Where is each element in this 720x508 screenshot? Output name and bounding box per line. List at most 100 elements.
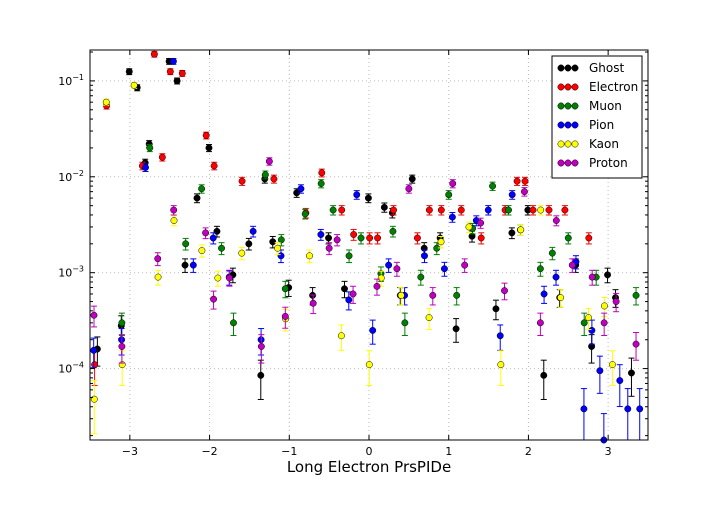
legend-marker	[571, 140, 579, 148]
data-point	[277, 252, 285, 260]
data-point	[182, 240, 190, 248]
data-point	[357, 234, 365, 242]
data-point	[508, 191, 516, 199]
legend-marker	[571, 159, 579, 167]
legend-marker	[557, 140, 565, 148]
data-point	[417, 273, 425, 281]
data-point	[102, 98, 110, 106]
data-point	[325, 234, 332, 242]
legend-label: Ghost	[589, 61, 624, 75]
legend-marker	[557, 102, 565, 110]
data-point	[309, 299, 317, 307]
data-point	[540, 290, 548, 298]
data-point	[632, 340, 640, 348]
data-point	[333, 236, 341, 244]
data-point	[377, 274, 385, 282]
data-point	[496, 332, 504, 340]
data-point	[249, 227, 257, 235]
data-point	[520, 188, 528, 196]
ticks-layer: −3 −2 −1 0 1 2 3 10−4 10−3 10−2 10−1	[58, 50, 648, 458]
legend-marker	[557, 121, 565, 129]
data-point	[337, 332, 345, 340]
data-point	[453, 291, 461, 299]
data-point	[210, 295, 218, 303]
data-point	[301, 210, 309, 218]
data-point	[181, 261, 189, 269]
data-point	[548, 249, 556, 257]
data-point	[209, 234, 217, 242]
data-point	[457, 206, 465, 214]
data-point	[281, 285, 289, 293]
data-point	[508, 229, 516, 237]
data-point	[497, 361, 505, 369]
data-point	[364, 194, 372, 202]
data-point	[529, 206, 537, 214]
legend-marker	[564, 102, 572, 110]
data-point	[329, 206, 337, 214]
legend-label: Kaon	[589, 137, 619, 151]
data-point	[306, 252, 313, 260]
data-point	[501, 287, 508, 295]
data-point	[601, 302, 608, 310]
data-point	[552, 217, 560, 224]
data-point	[536, 319, 544, 327]
data-point	[166, 68, 174, 76]
data-point	[205, 144, 213, 152]
legend-box	[551, 55, 643, 179]
data-point	[628, 369, 635, 377]
data-point	[218, 244, 225, 252]
data-point	[445, 191, 453, 199]
data-point	[261, 171, 269, 179]
data-point	[170, 217, 178, 224]
data-point	[393, 265, 401, 273]
data-point	[158, 153, 166, 161]
series-proton	[90, 157, 640, 364]
data-point	[341, 285, 348, 293]
data-point	[118, 343, 126, 350]
legend-marker	[571, 64, 579, 72]
data-point	[552, 273, 560, 281]
data-point	[484, 206, 492, 214]
data-point	[125, 68, 133, 76]
data-point	[437, 238, 445, 246]
x-tick-label: −3	[122, 445, 138, 458]
data-point	[580, 319, 588, 327]
legend-label: Pion	[589, 118, 614, 132]
data-point	[568, 261, 576, 269]
data-point	[277, 236, 285, 244]
data-point	[624, 405, 632, 413]
data-point	[325, 244, 333, 252]
legend-marker	[564, 140, 572, 148]
y-tick-label: 10−3	[58, 265, 84, 280]
data-point	[600, 319, 608, 327]
data-point	[517, 226, 525, 234]
legend-marker	[564, 64, 572, 72]
data-point	[366, 234, 374, 242]
data-point	[130, 81, 138, 89]
x-axis-label: Long Electron PrsPIDe	[287, 458, 451, 476]
data-point	[616, 377, 624, 385]
y-tick-label: 10−2	[58, 169, 84, 184]
data-point	[257, 343, 265, 350]
data-point	[425, 206, 433, 214]
data-point	[513, 177, 521, 185]
data-point	[265, 157, 273, 165]
data-point	[226, 274, 233, 282]
data-point	[338, 206, 346, 214]
data-point	[213, 227, 221, 235]
data-point	[353, 191, 361, 199]
legend-marker	[557, 64, 565, 72]
data-point	[385, 261, 393, 269]
legend-marker	[571, 121, 579, 129]
data-point	[540, 371, 548, 379]
data-point	[440, 265, 448, 273]
data-point	[214, 274, 222, 282]
legend-label: Proton	[589, 156, 628, 170]
data-point	[154, 273, 162, 281]
data-point	[245, 240, 253, 248]
data-point	[477, 234, 485, 242]
data-point	[413, 234, 421, 242]
data-point	[452, 325, 460, 333]
data-point	[448, 213, 456, 221]
